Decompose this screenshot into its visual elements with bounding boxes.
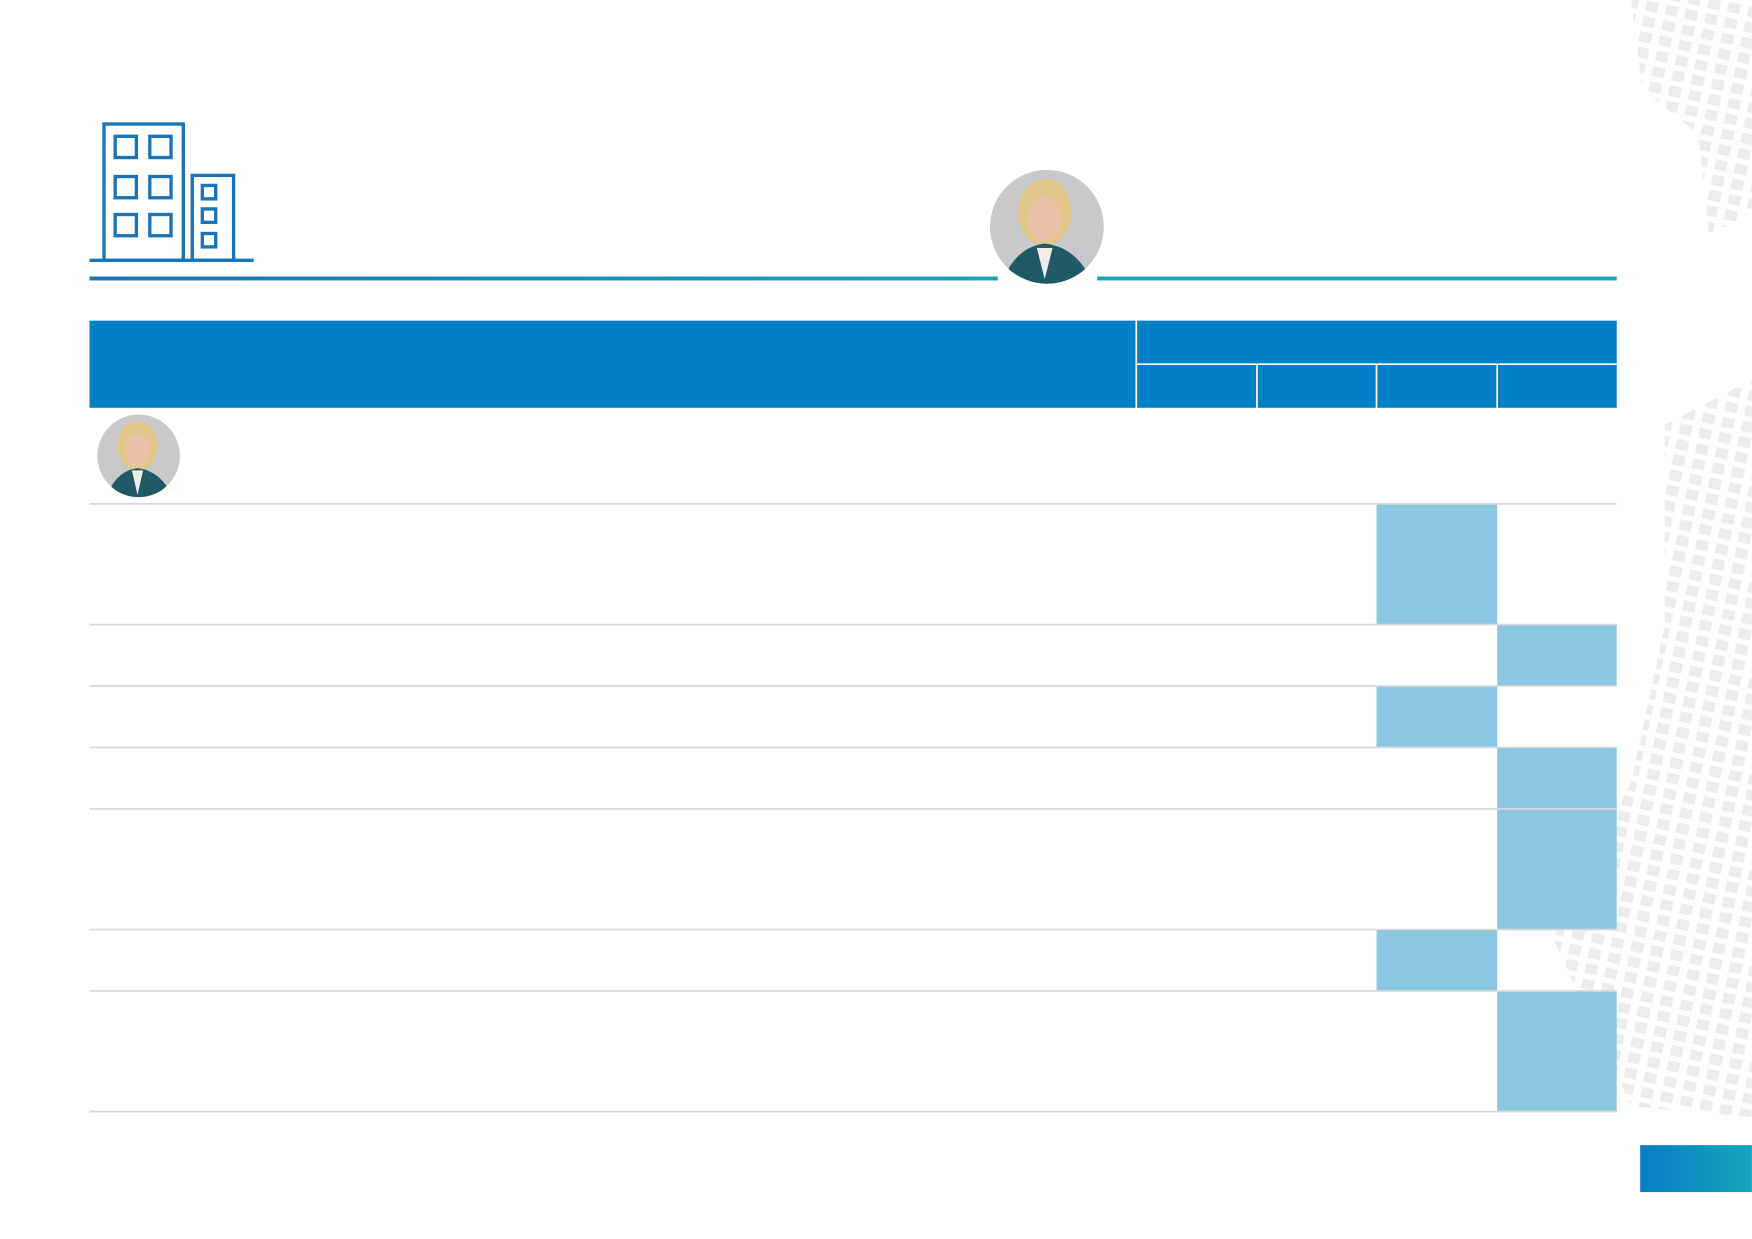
highlight-cell xyxy=(1376,503,1498,625)
icon-part xyxy=(200,183,218,201)
portrait-shirt xyxy=(131,470,144,495)
highlight-cell xyxy=(1376,929,1498,991)
row-separators xyxy=(89,503,1617,1113)
highlight-cells xyxy=(1376,503,1617,1112)
icon-part xyxy=(200,231,218,249)
header-rule xyxy=(89,276,998,281)
icon-part xyxy=(113,174,139,200)
portrait-large xyxy=(989,169,1104,284)
page-tab xyxy=(1640,1145,1752,1193)
portrait-face xyxy=(1027,196,1062,242)
decor-pattern xyxy=(1553,379,1752,1118)
portrait-small xyxy=(97,414,180,498)
icon-part xyxy=(148,212,173,238)
header-rule xyxy=(1097,276,1617,281)
highlight-cell xyxy=(1376,685,1498,748)
highlight-cell xyxy=(1497,990,1617,1112)
highlight-cell xyxy=(1497,747,1617,809)
icon-part xyxy=(148,174,173,200)
portrait-face xyxy=(125,433,150,467)
portrait-shirt xyxy=(1036,248,1053,280)
building-icon xyxy=(89,122,254,262)
highlight-cell xyxy=(1497,808,1617,930)
decor-pattern xyxy=(1631,0,1752,235)
icon-part xyxy=(113,134,139,160)
header-dividers xyxy=(1135,320,1617,408)
highlight-cell xyxy=(1497,624,1617,686)
icon-part xyxy=(113,212,139,238)
icon-part xyxy=(200,207,218,225)
icon-part xyxy=(148,134,173,160)
